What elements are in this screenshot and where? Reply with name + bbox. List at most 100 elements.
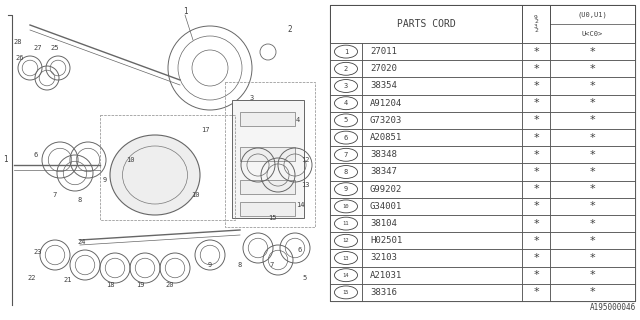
Bar <box>330 267 362 284</box>
Text: 2: 2 <box>344 66 348 72</box>
Bar <box>522 180 550 198</box>
Text: PARTS CORD: PARTS CORD <box>397 19 456 29</box>
Text: A20851: A20851 <box>370 133 403 142</box>
Text: 6: 6 <box>34 152 38 158</box>
Text: 6: 6 <box>344 135 348 140</box>
Bar <box>100 115 235 220</box>
Text: *: * <box>533 81 539 91</box>
Text: 9: 9 <box>208 262 212 268</box>
Text: 19: 19 <box>136 282 144 288</box>
Text: *: * <box>533 167 539 177</box>
Text: *: * <box>533 64 539 74</box>
Text: 27020: 27020 <box>370 64 397 73</box>
Text: 10: 10 <box>191 192 199 198</box>
Text: *: * <box>589 184 595 194</box>
Text: H02501: H02501 <box>370 236 403 245</box>
Text: 7: 7 <box>270 262 274 268</box>
Bar <box>522 267 550 284</box>
Bar <box>362 198 522 215</box>
Text: 8: 8 <box>344 169 348 175</box>
Bar <box>232 100 304 218</box>
Bar <box>522 95 550 112</box>
Text: *: * <box>533 150 539 160</box>
Bar <box>330 77 362 95</box>
Text: 20: 20 <box>166 282 174 288</box>
Text: *: * <box>589 81 595 91</box>
Text: *: * <box>589 219 595 228</box>
Text: 22: 22 <box>28 275 36 281</box>
Text: 3: 3 <box>250 95 254 101</box>
Text: 14: 14 <box>296 202 304 208</box>
Text: *: * <box>533 253 539 263</box>
Text: 7: 7 <box>344 152 348 158</box>
Bar <box>362 249 522 267</box>
Bar <box>550 249 635 267</box>
Bar <box>522 249 550 267</box>
Text: 4: 4 <box>344 100 348 106</box>
Text: *: * <box>589 167 595 177</box>
Bar <box>240 112 295 126</box>
Bar <box>550 284 635 301</box>
Bar <box>550 146 635 164</box>
Text: 2: 2 <box>288 26 292 35</box>
Text: 38347: 38347 <box>370 167 397 177</box>
Bar <box>522 43 550 60</box>
Text: A195000046: A195000046 <box>589 303 636 312</box>
Text: *: * <box>533 47 539 57</box>
Bar <box>362 129 522 146</box>
Bar <box>522 284 550 301</box>
Text: A21031: A21031 <box>370 271 403 280</box>
Bar <box>362 267 522 284</box>
Bar <box>330 5 635 301</box>
Bar <box>362 60 522 77</box>
Bar <box>362 215 522 232</box>
Bar <box>330 232 362 249</box>
Text: *: * <box>533 236 539 246</box>
Text: 26: 26 <box>16 55 24 61</box>
Text: *: * <box>589 287 595 297</box>
Text: 10: 10 <box>343 204 349 209</box>
Bar <box>522 5 550 43</box>
Bar <box>362 232 522 249</box>
Text: 5: 5 <box>303 275 307 281</box>
Bar <box>522 60 550 77</box>
Text: 21: 21 <box>64 277 72 283</box>
Bar <box>550 180 635 198</box>
Text: A91204: A91204 <box>370 99 403 108</box>
Text: *: * <box>589 236 595 246</box>
Text: 13: 13 <box>301 182 309 188</box>
Bar <box>362 112 522 129</box>
Text: *: * <box>533 287 539 297</box>
Bar <box>330 146 362 164</box>
Bar <box>330 180 362 198</box>
Bar <box>330 215 362 232</box>
Text: 9: 9 <box>344 186 348 192</box>
Bar <box>522 198 550 215</box>
Text: *: * <box>589 116 595 125</box>
Text: 9
2
3
2: 9 2 3 2 <box>534 15 538 33</box>
Bar <box>330 129 362 146</box>
Text: 18: 18 <box>106 282 115 288</box>
Bar <box>330 284 362 301</box>
Text: 5: 5 <box>344 117 348 124</box>
Bar <box>550 60 635 77</box>
Bar <box>550 77 635 95</box>
Bar <box>550 215 635 232</box>
Text: 15: 15 <box>343 290 349 295</box>
Text: 28: 28 <box>13 39 22 45</box>
Bar <box>225 82 315 227</box>
Text: *: * <box>533 201 539 212</box>
Text: G34001: G34001 <box>370 202 403 211</box>
Text: (U0,U1): (U0,U1) <box>578 11 607 18</box>
Bar <box>522 129 550 146</box>
Bar <box>330 198 362 215</box>
Bar <box>362 146 522 164</box>
Text: 12: 12 <box>301 157 309 163</box>
Bar <box>330 95 362 112</box>
Text: 4: 4 <box>296 117 300 123</box>
Text: *: * <box>589 132 595 143</box>
Bar <box>362 284 522 301</box>
Text: *: * <box>589 270 595 280</box>
Bar <box>330 5 522 43</box>
Text: U<C0>: U<C0> <box>582 30 603 36</box>
